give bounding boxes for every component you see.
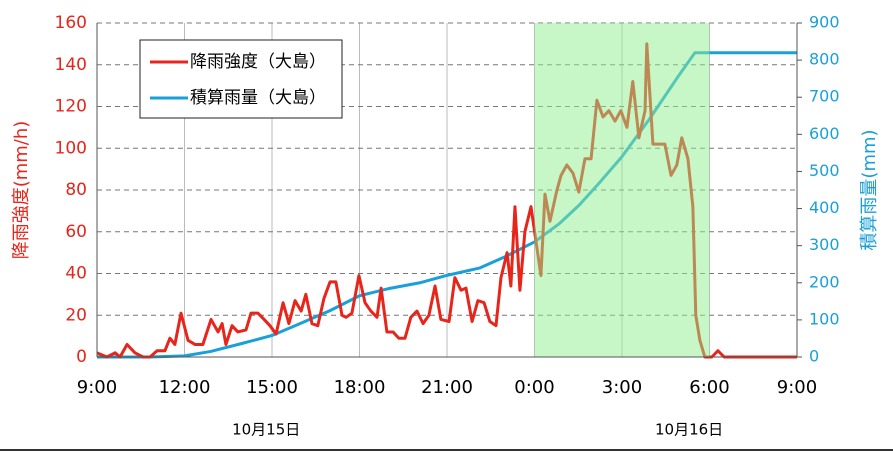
- y2-tick-label: 700: [809, 87, 840, 106]
- y-tick-label: 40: [65, 264, 87, 284]
- legend-label: 積算雨量（大島）: [190, 88, 326, 108]
- y2-tick-label: 800: [809, 50, 840, 69]
- y2-tick-label: 500: [809, 161, 840, 180]
- legend-label: 降雨強度（大島）: [190, 52, 326, 72]
- y-tick-label: 0: [76, 347, 87, 367]
- y-tick-label: 140: [55, 55, 87, 75]
- x-tick-label: 6:00: [689, 377, 729, 398]
- y-tick-label: 100: [55, 138, 87, 158]
- date-label: 10月15日: [232, 421, 300, 439]
- y2-tick-label: 400: [809, 198, 840, 217]
- y2-tick-label: 600: [809, 124, 840, 143]
- y2-tick-label: 100: [809, 309, 840, 328]
- y2-axis-label: 積算雨量(mm): [859, 129, 880, 250]
- legend-box: [139, 39, 343, 119]
- y-axis-label: 降雨強度(mm/h): [11, 121, 32, 260]
- y2-tick-label: 0: [809, 347, 819, 366]
- y2-tick-label: 200: [809, 272, 840, 291]
- x-tick-label: 0:00: [514, 377, 554, 398]
- y-tick-label: 120: [55, 97, 87, 117]
- x-tick-label: 21:00: [421, 377, 473, 398]
- y-tick-label: 160: [55, 13, 87, 33]
- y2-tick-label: 300: [809, 235, 840, 254]
- highlight-band: [534, 23, 710, 357]
- x-tick-label: 18:00: [334, 377, 386, 398]
- y-tick-label: 80: [65, 180, 87, 200]
- y-tick-label: 20: [65, 305, 87, 325]
- x-tick-label: 9:00: [777, 377, 817, 398]
- y2-tick-label: 900: [809, 13, 840, 32]
- date-label: 10月16日: [655, 421, 723, 439]
- x-tick-label: 9:00: [77, 377, 117, 398]
- x-tick-label: 3:00: [602, 377, 642, 398]
- y-tick-label: 60: [65, 222, 87, 242]
- x-tick-label: 15:00: [246, 377, 298, 398]
- x-tick-label: 12:00: [159, 377, 211, 398]
